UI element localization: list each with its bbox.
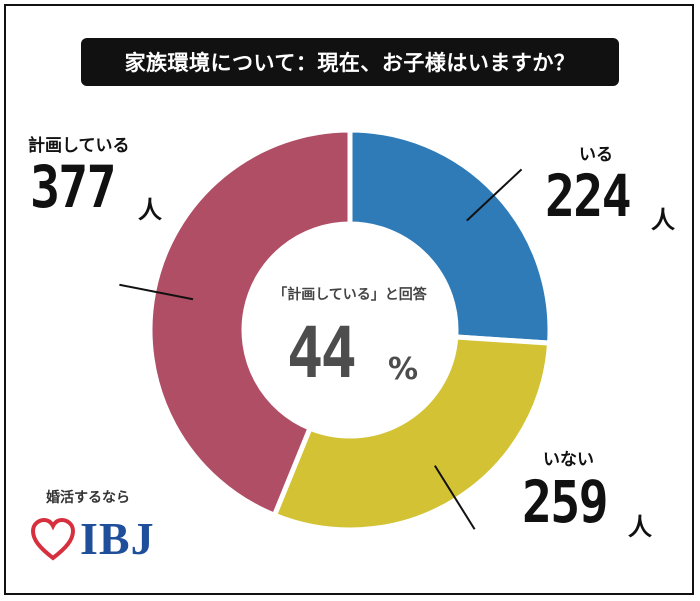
leader-line-1 (433, 465, 476, 530)
slice-value-inai: 259 (522, 468, 609, 536)
center-percent-unit: % (388, 352, 419, 387)
slice-unit-inai: 人 (628, 513, 652, 541)
ibj-logo: IBJ (30, 512, 190, 570)
brand-logo-text: IBJ (80, 513, 155, 564)
heart-icon (30, 518, 76, 561)
chart-frame (4, 4, 694, 595)
slice-unit-iru: 人 (651, 206, 675, 234)
slice-2 (147, 127, 353, 519)
slice-value-keikaku: 377 (30, 153, 117, 221)
slice-label-inai: いない (543, 450, 594, 470)
slice-unit-keikaku: 人 (138, 196, 162, 224)
brand-tagline: 婚活するなら (46, 490, 130, 506)
center-percent-value: 44 (287, 312, 357, 394)
leader-line-2 (119, 283, 194, 301)
chart-title: 家族環境について：現在、お子様はいますか？ (81, 38, 619, 86)
slice-0 (347, 127, 553, 346)
slice-label-iru: いる (579, 145, 613, 165)
slice-1 (271, 334, 553, 533)
leader-line-0 (466, 168, 523, 222)
slice-label-keikaku: 計画している (28, 136, 130, 156)
center-caption: 「計画している」と回答 (273, 287, 427, 303)
slice-value-iru: 224 (545, 162, 632, 230)
